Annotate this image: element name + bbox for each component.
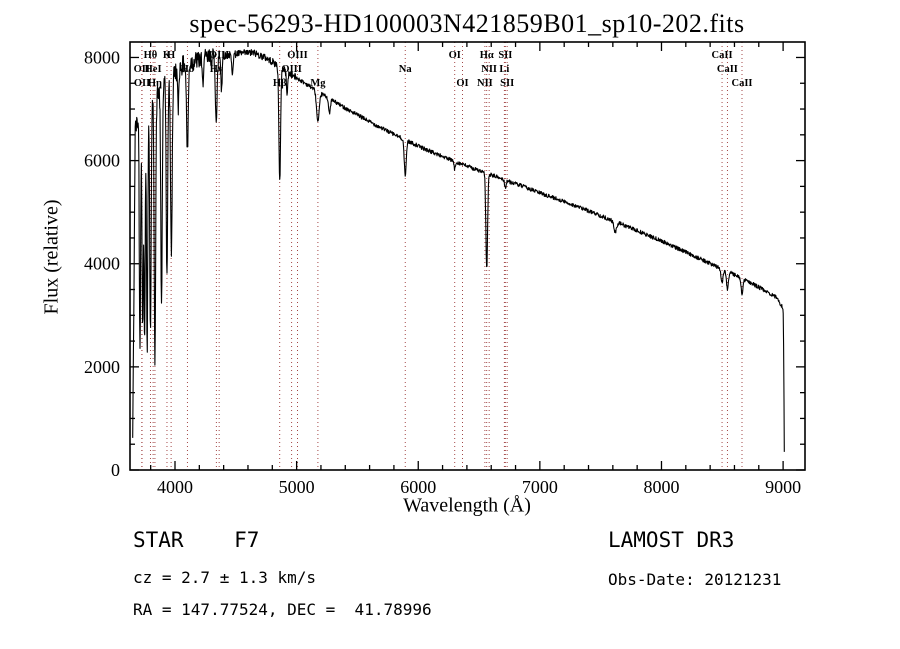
y-tick-label: 2000 [84, 357, 120, 377]
spectral-line-label: SII [498, 50, 512, 61]
coordinates-label: RA = 147.77524, DEC = 41.78996 [133, 600, 432, 619]
spectral-line-label: Na [399, 64, 413, 75]
spectral-line-label: Hγ [210, 64, 223, 75]
spectral-line-label: OIII [287, 50, 307, 61]
spectral-line-label: NII [477, 78, 493, 89]
spectral-line-label: SII [500, 78, 514, 89]
y-tick-label: 0 [111, 460, 120, 480]
y-tick-label: 4000 [84, 254, 120, 274]
plot-frame [129, 41, 806, 471]
y-tick-label: 8000 [84, 47, 120, 67]
y-axis-label: Flux (relative) [40, 199, 63, 315]
x-tick-label: 8000 [643, 477, 679, 497]
x-tick-label: 7000 [522, 477, 558, 497]
spectral-line-label: CaII [731, 78, 752, 89]
spectral-line-label: CaII [712, 50, 733, 61]
radial-velocity-label: cz = 2.7 ± 1.3 km/s [133, 568, 317, 587]
spectral-line-label: Mg [310, 78, 326, 89]
spectral-line-label: Li [499, 64, 509, 75]
spectral-line-label: Hη [148, 78, 162, 89]
spectral-line-label: OI [449, 50, 461, 61]
plot-title: spec-56293-HD100003N421859B01_sp10-202.f… [189, 9, 745, 38]
spectral-line-label: K [163, 50, 172, 61]
survey-release-label: LAMOST DR3 [608, 528, 735, 552]
x-tick-label: 5000 [279, 477, 315, 497]
spectral-line-label: NII [481, 64, 497, 75]
spectral-line-label: H [167, 50, 175, 61]
x-tick-label: 6000 [400, 477, 436, 497]
spectral-line-label: OIII [209, 50, 229, 61]
x-tick-label: 4000 [157, 477, 193, 497]
spectral-line-label: Hθ [144, 50, 158, 61]
spectral-line-label: OI [456, 78, 468, 89]
spectrum-curve [132, 48, 785, 452]
object-class-label: STAR F7 [133, 528, 260, 552]
spectral-line-label: CaII [717, 64, 738, 75]
spectral-line-label: Hα [480, 50, 494, 61]
spectral-line-label: Hβ [273, 78, 287, 89]
spectral-line-label: OII [134, 78, 150, 89]
x-tick-label: 9000 [765, 477, 801, 497]
obs-date-label: Obs-Date: 20121231 [608, 570, 782, 589]
spectral-line-label: OIII [281, 64, 301, 75]
y-tick-label: 6000 [84, 151, 120, 171]
spectral-line-label: OII [134, 64, 150, 75]
x-axis-label: Wavelength (Å) [403, 494, 531, 517]
spectral-line-label: Hδ [181, 64, 195, 75]
spectral-line-label: HeI [145, 64, 162, 75]
